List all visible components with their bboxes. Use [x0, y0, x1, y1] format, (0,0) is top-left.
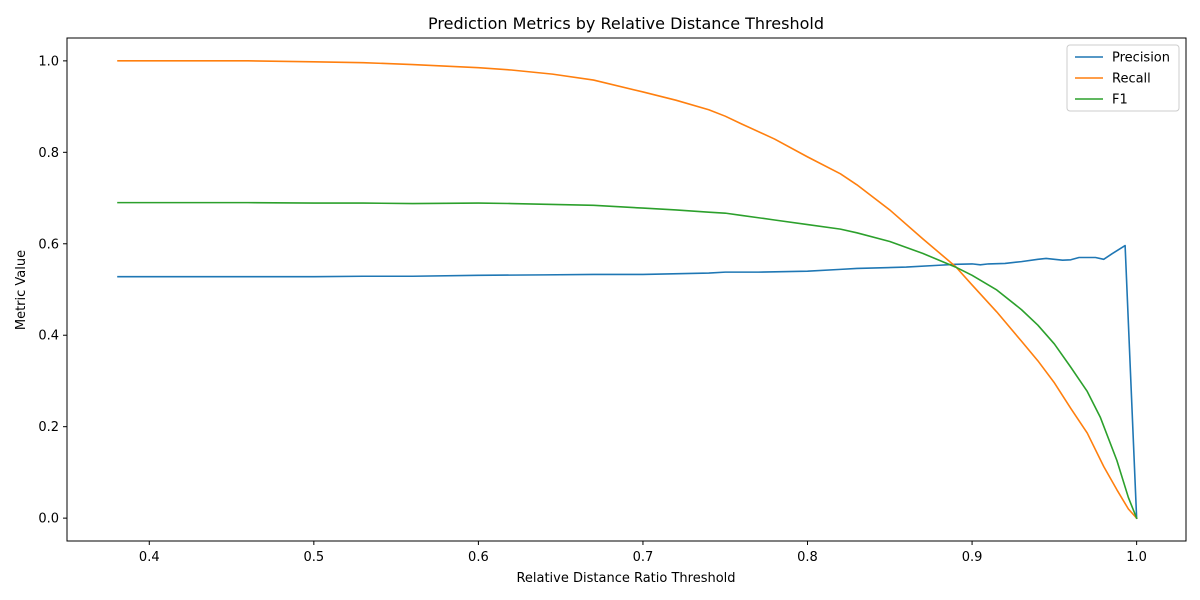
- y-tick-label: 0.4: [38, 329, 59, 344]
- x-tick-label: 0.9: [962, 550, 983, 565]
- series-line-precision: [117, 244, 1138, 519]
- y-axis-label: Metric Value: [14, 250, 29, 330]
- legend-label-f1: F1: [1112, 93, 1128, 108]
- x-axis: 0.4 0.5 0.6 0.7 0.8 0.9 1.0: [139, 541, 1147, 565]
- x-tick-label: 0.5: [303, 550, 324, 565]
- legend: Precision Recall F1: [1066, 44, 1180, 112]
- chart-title: Prediction Metrics by Relative Distance …: [428, 14, 824, 33]
- y-tick-label: 0.6: [38, 237, 59, 252]
- legend-label-recall: Recall: [1112, 72, 1151, 87]
- y-tick-label: 1.0: [38, 54, 59, 69]
- y-axis: 0.0 0.2 0.4 0.6 0.8 1.0: [38, 54, 67, 527]
- plot-lines: [117, 60, 1138, 520]
- x-axis-label: Relative Distance Ratio Threshold: [516, 571, 735, 586]
- x-tick-label: 1.0: [1126, 550, 1147, 565]
- plot-frame: [66, 37, 1187, 542]
- x-tick-label: 0.4: [139, 550, 160, 565]
- series-line-f1: [117, 201, 1138, 520]
- legend-box: [1066, 44, 1180, 112]
- x-tick-label: 0.6: [468, 550, 489, 565]
- x-tick-label: 0.7: [633, 550, 654, 565]
- y-tick-label: 0.8: [38, 146, 59, 161]
- y-tick-label: 0.2: [38, 420, 59, 435]
- x-tick-label: 0.8: [797, 550, 818, 565]
- legend-label-precision: Precision: [1112, 51, 1170, 66]
- y-tick-label: 0.0: [38, 512, 59, 527]
- series-line-recall: [117, 60, 1138, 520]
